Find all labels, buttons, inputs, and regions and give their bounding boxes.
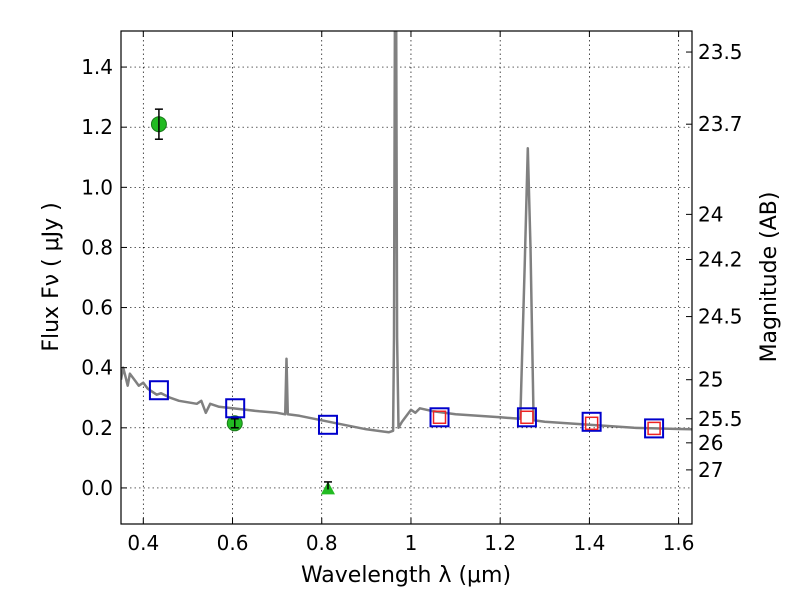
x-tick-label: 1.6 xyxy=(663,531,695,555)
x-axis-label: Wavelength λ (μm) xyxy=(301,563,511,588)
x-tick-label: 1.4 xyxy=(573,531,605,555)
observed-nir-square xyxy=(584,416,599,431)
y-axis-label: Flux Fν ( μJy ) xyxy=(39,202,64,351)
y-tick-label: 0.2 xyxy=(81,416,113,440)
y2-tick-label: 26 xyxy=(698,431,723,455)
observed-nir-square xyxy=(432,410,447,425)
spectrum-line xyxy=(121,31,692,434)
ticks: 0.4 0.6 0.8 1 1.2 1.4 1.6 0.0 0.2 0.4 0.6 0.8 1.0 1.2… xyxy=(81,31,743,555)
y-tick-label: 1.0 xyxy=(81,175,113,199)
model-photometry-square xyxy=(581,411,602,432)
x-tick-label: 0.4 xyxy=(127,531,159,555)
model-photometry-square xyxy=(429,407,450,428)
y-tick-label: 1.4 xyxy=(81,55,113,79)
x-tick-label: 1 xyxy=(405,531,418,555)
y-tick-label: 0.4 xyxy=(81,356,113,380)
model-photometry-square xyxy=(148,380,169,401)
y2-tick-label: 27 xyxy=(698,458,723,482)
x-tick-label: 1.2 xyxy=(484,531,516,555)
y-tick-label: 0.0 xyxy=(81,476,113,500)
x-tick-label: 0.8 xyxy=(306,531,338,555)
y2-tick-label: 25 xyxy=(698,368,723,392)
markers xyxy=(148,108,665,495)
y2-axis-label: Magnitude (AB) xyxy=(757,192,782,363)
y-tick-label: 0.8 xyxy=(81,235,113,259)
observed-nir-square xyxy=(647,421,661,436)
y-tick-label: 0.6 xyxy=(81,296,113,320)
model-photometry-square xyxy=(317,414,338,435)
y2-tick-label: 24.5 xyxy=(698,305,743,329)
y2-tick-label: 25.5 xyxy=(698,407,743,431)
y2-tick-label: 23.7 xyxy=(698,112,743,136)
model-photometry-square xyxy=(225,398,246,419)
observed-nir-square xyxy=(520,410,534,425)
plot-frame xyxy=(120,30,693,525)
y2-tick-label: 24 xyxy=(698,202,723,226)
model-photometry-square xyxy=(644,418,665,439)
y2-tick-label: 24.2 xyxy=(698,247,743,271)
x-tick-label: 0.6 xyxy=(217,531,249,555)
grid xyxy=(121,31,692,524)
spectrum xyxy=(121,31,692,434)
model-photometry-square xyxy=(516,407,537,428)
y2-tick-label: 23.5 xyxy=(698,40,743,64)
y-tick-label: 1.2 xyxy=(81,115,113,139)
